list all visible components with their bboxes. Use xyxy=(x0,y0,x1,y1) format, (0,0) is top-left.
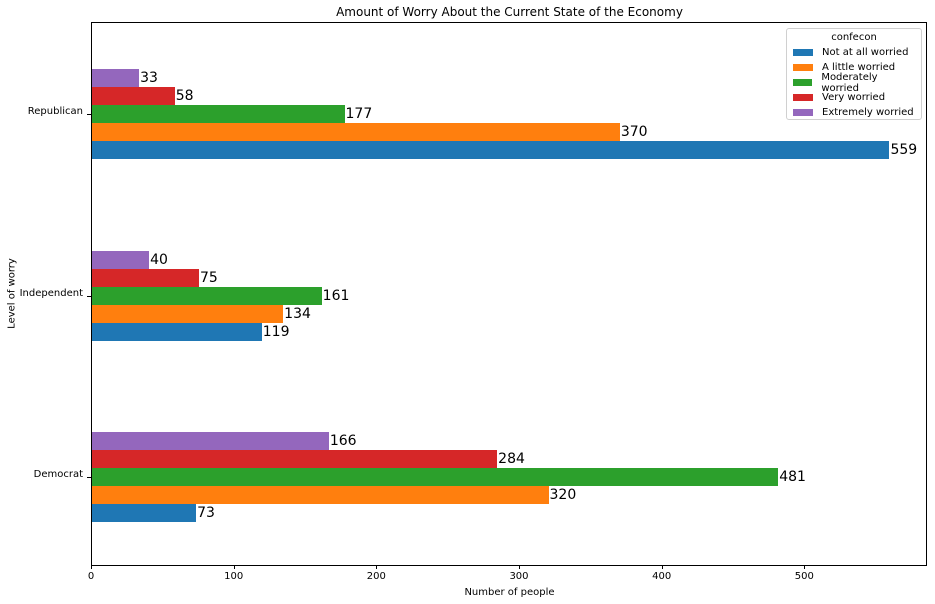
chart-title: Amount of Worry About the Current State … xyxy=(336,5,683,19)
bar-value-label: 177 xyxy=(345,106,373,122)
legend: confecon Not at all worried A little worr… xyxy=(786,28,922,120)
legend-swatch xyxy=(793,79,813,86)
bar xyxy=(92,450,498,468)
legend-item: Very worried xyxy=(793,90,915,105)
bar-value-label: 481 xyxy=(779,469,806,485)
legend-label: Moderately worried xyxy=(821,71,878,94)
legend-swatch xyxy=(793,49,813,56)
plot-area: 73 320 481 284 166 119 134 161 75 40 559 370 177 58 33 xyxy=(87,22,927,569)
legend-item: Moderately worried xyxy=(793,72,915,94)
bar xyxy=(92,504,197,522)
bar-value-label: 33 xyxy=(140,70,158,86)
y-tick-label: Democrat xyxy=(33,469,83,480)
y-tick xyxy=(87,114,91,115)
bar-value-label: 320 xyxy=(549,487,577,503)
x-tick xyxy=(233,565,235,569)
legend-item: A little worried xyxy=(793,60,915,75)
bar-value-label: 559 xyxy=(890,142,918,158)
x-axis-title: Number of people xyxy=(464,587,555,598)
x-tick-label: 500 xyxy=(794,571,814,582)
bar-value-label: 40 xyxy=(150,252,168,268)
y-axis-title: Level of worry xyxy=(6,258,18,329)
legend-swatch xyxy=(793,109,813,116)
y-tick xyxy=(87,477,91,478)
x-tick xyxy=(661,565,663,569)
legend-label: A little worried xyxy=(822,62,896,73)
bar xyxy=(92,87,175,105)
bar xyxy=(92,486,549,504)
bar-value-label: 58 xyxy=(175,88,194,104)
legend-swatch xyxy=(793,64,813,71)
bar xyxy=(92,305,284,323)
bar-value-label: 161 xyxy=(322,288,350,304)
legend-title: confecon xyxy=(831,32,877,43)
legend-item: Not at all worried xyxy=(793,45,915,60)
bar-value-label: 119 xyxy=(262,324,290,340)
bar xyxy=(92,141,890,159)
bar xyxy=(92,432,329,450)
legend-label: Extremely worried xyxy=(822,107,914,118)
x-tick-label: 400 xyxy=(652,571,672,582)
bar xyxy=(92,269,199,287)
x-tick xyxy=(91,565,92,569)
x-tick-label: 300 xyxy=(509,571,529,582)
bar-value-label: 134 xyxy=(284,306,311,322)
bar-value-label: 284 xyxy=(498,451,525,467)
y-tick xyxy=(87,296,91,297)
legend-label: Very worried xyxy=(822,92,886,103)
bar xyxy=(92,69,140,87)
bar xyxy=(92,123,620,141)
y-tick-label: Independent xyxy=(19,288,83,299)
bar xyxy=(92,105,345,123)
x-tick xyxy=(804,565,806,569)
x-tick xyxy=(518,565,520,569)
bar xyxy=(92,251,150,269)
x-tick xyxy=(376,565,378,569)
x-tick-label: 100 xyxy=(224,571,244,582)
bar-value-label: 73 xyxy=(197,505,215,521)
x-tick-label: 200 xyxy=(366,571,386,582)
bar xyxy=(92,323,262,341)
y-tick-label: Republican xyxy=(27,106,83,117)
bar xyxy=(92,468,779,486)
legend-swatch xyxy=(793,94,813,101)
bar-value-label: 75 xyxy=(199,270,218,286)
bar-value-label: 370 xyxy=(620,124,648,140)
legend-label: Not at all worried xyxy=(822,47,909,58)
legend-item: Extremely worried xyxy=(793,105,915,120)
bar-value-label: 166 xyxy=(329,433,357,449)
bar xyxy=(92,287,322,305)
x-tick-label: 0 xyxy=(87,571,95,582)
